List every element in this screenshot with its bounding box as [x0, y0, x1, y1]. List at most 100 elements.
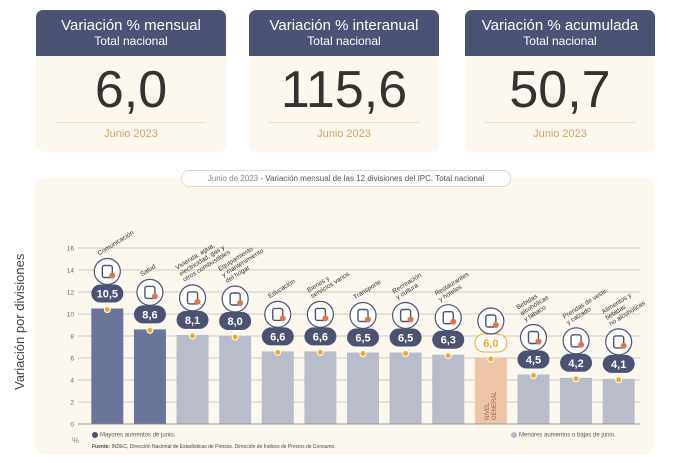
value-badge: [304, 327, 337, 346]
bar-value-label: 6,3: [441, 335, 456, 347]
bar-value-label: 6,6: [270, 331, 285, 343]
shopping-basket-icon: [477, 307, 505, 335]
bar: [432, 354, 465, 424]
kpi-card-date: Junio 2023: [104, 128, 158, 140]
shirt-icon-glyph: [570, 334, 582, 348]
gaming-icon-glyph: [399, 308, 412, 323]
notebook-icon-accent: [279, 315, 286, 322]
bar: [219, 336, 252, 424]
home-appliance-icon-bg: [221, 285, 249, 313]
dish-icon-glyph: [442, 311, 454, 325]
groceries-icon: [605, 328, 633, 356]
bar-value-dot: [103, 306, 111, 313]
kpi-card-subtitle: Total nacional: [307, 34, 381, 48]
bar: [261, 351, 294, 424]
bar-value-dot: [146, 326, 154, 334]
kpi-card-divider: [485, 122, 635, 123]
category-label: Transporte: [352, 279, 382, 302]
legend-low: Menores aumentos o bajas de junio.: [511, 432, 616, 439]
kpi-card-body: 115,6 Junio 2023: [249, 56, 439, 152]
value-badge: [389, 328, 422, 347]
y-tick-label: 4: [70, 378, 74, 385]
bottle-icon-bg: [519, 323, 548, 352]
medical-kit-icon-accent: [151, 293, 158, 300]
kpi-card-monthly: Variación % mensual Total nacional 6,0 J…: [36, 10, 226, 152]
medical-kit-icon-glyph: [144, 285, 156, 300]
y-tick-label: 10: [67, 312, 75, 319]
unit-label: %: [72, 436, 80, 445]
shopping-basket-icon-glyph: [485, 314, 497, 328]
bar: [133, 329, 166, 424]
value-badge: [133, 305, 166, 324]
dish-icon-accent: [450, 318, 457, 325]
y-tick-label: 12: [67, 290, 75, 297]
value-badge: [219, 312, 252, 330]
kpi-card-title: Variación % mensual: [61, 17, 201, 34]
kpi-card-subtitle: Total nacional: [523, 34, 597, 48]
value-badge: [176, 310, 209, 329]
bar-value-dot: [402, 350, 410, 357]
bar-value-dot: [231, 333, 239, 341]
general-level-label-line: GENERAL: [492, 391, 498, 420]
shopping-basket-icon-accent: [492, 322, 499, 328]
shirt-icon: [562, 327, 590, 355]
y-tick-label: 6: [70, 356, 74, 363]
bar-value-dot: [189, 332, 197, 340]
bar: [304, 351, 337, 424]
shirt-icon-bg: [562, 327, 590, 355]
bar-value-label: 10,5: [97, 289, 118, 301]
kpi-card-date: Junio 2023: [533, 128, 587, 140]
bar-value-label: 6,0: [483, 338, 498, 350]
bar-value-dot: [274, 348, 282, 356]
kpi-card-title: Variación % interanual: [269, 17, 419, 34]
groceries-icon-glyph: [612, 335, 625, 349]
legend-low-dot: [511, 432, 517, 438]
kpi-card-yearly: Variación % interanual Total nacional 11…: [249, 10, 439, 152]
bar-value-label: 8,0: [228, 316, 243, 328]
notebook-icon-bg: [264, 300, 292, 328]
gaming-icon-bg: [392, 301, 420, 330]
bar-value-label: 8,6: [142, 309, 157, 321]
home-appliance-icon-accent: [237, 300, 244, 306]
y-tick-label: 8: [70, 334, 74, 341]
bar: [347, 352, 379, 424]
bus-icon-accent: [365, 316, 371, 323]
legend-low-label: Menores aumentos o bajas de junio.: [519, 432, 616, 439]
bar-value-dot: [615, 376, 623, 384]
legend-high-dot: [92, 432, 98, 438]
bar: [389, 352, 422, 424]
bar: [91, 308, 124, 424]
value-badge: [261, 327, 294, 346]
bar-value-dot: [359, 350, 367, 357]
y-tick-label: 2: [70, 400, 74, 407]
category-label-line: Educación: [267, 278, 297, 300]
y-tick-label: 14: [67, 268, 75, 275]
value-badge: [432, 330, 465, 349]
phone-icon-bg: [93, 257, 121, 286]
bar-value-label: 6,6: [313, 331, 328, 343]
groceries-icon-bg: [605, 328, 633, 356]
bus-icon-glyph: [357, 308, 369, 323]
phone-icon-accent: [109, 272, 116, 279]
category-label-line: Salud: [139, 263, 157, 278]
kpi-card-accumulated: Variación % acumulada Total nacional 50,…: [465, 10, 655, 152]
bar-value-label: 6,5: [398, 333, 413, 345]
bar: [602, 378, 635, 424]
legend-high-label: Mayores aumentos de junio.: [100, 432, 176, 439]
medical-kit-icon: [136, 278, 164, 306]
category-label: Educación: [267, 278, 297, 300]
kpi-card-header: Variación % acumulada Total nacional: [465, 10, 655, 56]
bar: [517, 374, 550, 424]
category-label-line: Transporte: [352, 279, 382, 302]
razor-icon-accent: [322, 315, 329, 322]
category-label: Comunicación: [97, 229, 136, 257]
source-note: Fuente: INDEC, Dirección Nacional de Est…: [92, 444, 336, 450]
value-badge: [91, 284, 124, 303]
bar-value-dot: [487, 355, 495, 363]
dish-icon-bg: [434, 304, 462, 332]
general-level-label-line: NIVEL: [485, 402, 491, 420]
